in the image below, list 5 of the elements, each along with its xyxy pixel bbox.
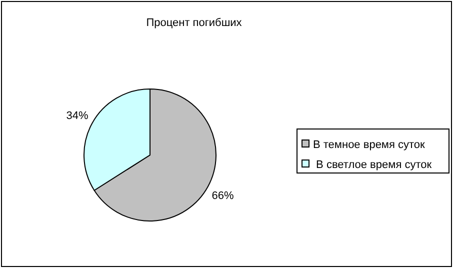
chart-title: Процент погибших: [146, 17, 242, 29]
legend-label: В темное время суток: [313, 138, 426, 151]
data-label: 66%: [212, 190, 234, 202]
data-label: 34%: [66, 110, 88, 122]
legend-label: В светлое время суток: [313, 158, 432, 171]
